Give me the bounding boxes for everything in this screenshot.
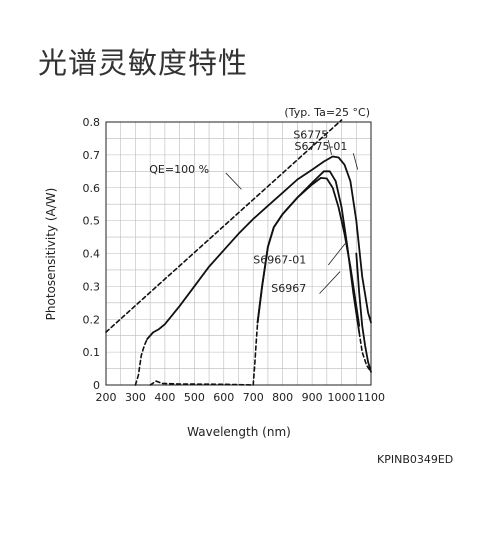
y-tick-label: 0 (93, 379, 100, 392)
series-label: QE=100 % (149, 163, 209, 176)
label-leaders (225, 139, 359, 294)
plot-frame (105, 121, 372, 386)
leader-line (327, 139, 332, 155)
series-line-s6775-uv-region (134, 338, 148, 386)
chart-note: (Typ. Ta=25 °C) (284, 106, 370, 119)
axis-ticks: 200 300 400 500 600 700 800 900 1000 1100 0 0.1 0.2 0… (83, 116, 386, 404)
page-title: 光谱灵敏度特性 (38, 46, 249, 80)
x-tick-label: 600 (213, 391, 234, 404)
leader-line (225, 172, 242, 190)
series-label: S6775 (293, 128, 328, 141)
y-tick-label: 0.4 (83, 248, 101, 261)
x-tick-label: 300 (125, 391, 146, 404)
y-tick-label: 0.8 (83, 116, 101, 129)
y-tick-label: 0.7 (83, 149, 101, 162)
chart-grid (106, 122, 371, 385)
leader-line (327, 243, 346, 266)
leader-line (319, 271, 341, 294)
series-label: S6967-01 (253, 253, 306, 266)
x-tick-label: 900 (302, 391, 323, 404)
y-tick-label: 0.2 (83, 313, 101, 326)
x-tick-label: 500 (184, 391, 205, 404)
series-line-s6967-01 (256, 170, 361, 334)
series-label: S6967 (271, 282, 306, 295)
series-lines (105, 119, 372, 386)
x-tick-label: 1100 (357, 391, 385, 404)
x-tick-label: 800 (272, 391, 293, 404)
series-line-s6775 (146, 155, 372, 340)
series-label: S6775-01 (294, 140, 347, 153)
y-tick-label: 0.6 (83, 182, 101, 195)
series-line-qe-100 (105, 119, 343, 333)
series-line-s6967-leakage (149, 380, 254, 386)
y-tick-label: 0.3 (83, 280, 101, 293)
x-tick-label: 200 (96, 391, 117, 404)
x-axis-label: Wavelength (nm) (187, 425, 291, 439)
series-line-s6967-visible-cut-off (252, 321, 259, 386)
figure-code: KPINB0349ED (377, 453, 454, 466)
y-tick-label: 0.1 (83, 346, 101, 359)
y-axis-label: Photosensitivity (A/W) (44, 188, 58, 321)
series-line-s6967-01-tail (358, 331, 372, 373)
series-line-s6775-01 (355, 252, 372, 373)
x-tick-label: 1000 (328, 391, 356, 404)
x-tick-label: 700 (243, 391, 264, 404)
leader-line (352, 153, 359, 170)
y-tick-label: 0.5 (83, 215, 101, 228)
x-tick-label: 400 (154, 391, 175, 404)
